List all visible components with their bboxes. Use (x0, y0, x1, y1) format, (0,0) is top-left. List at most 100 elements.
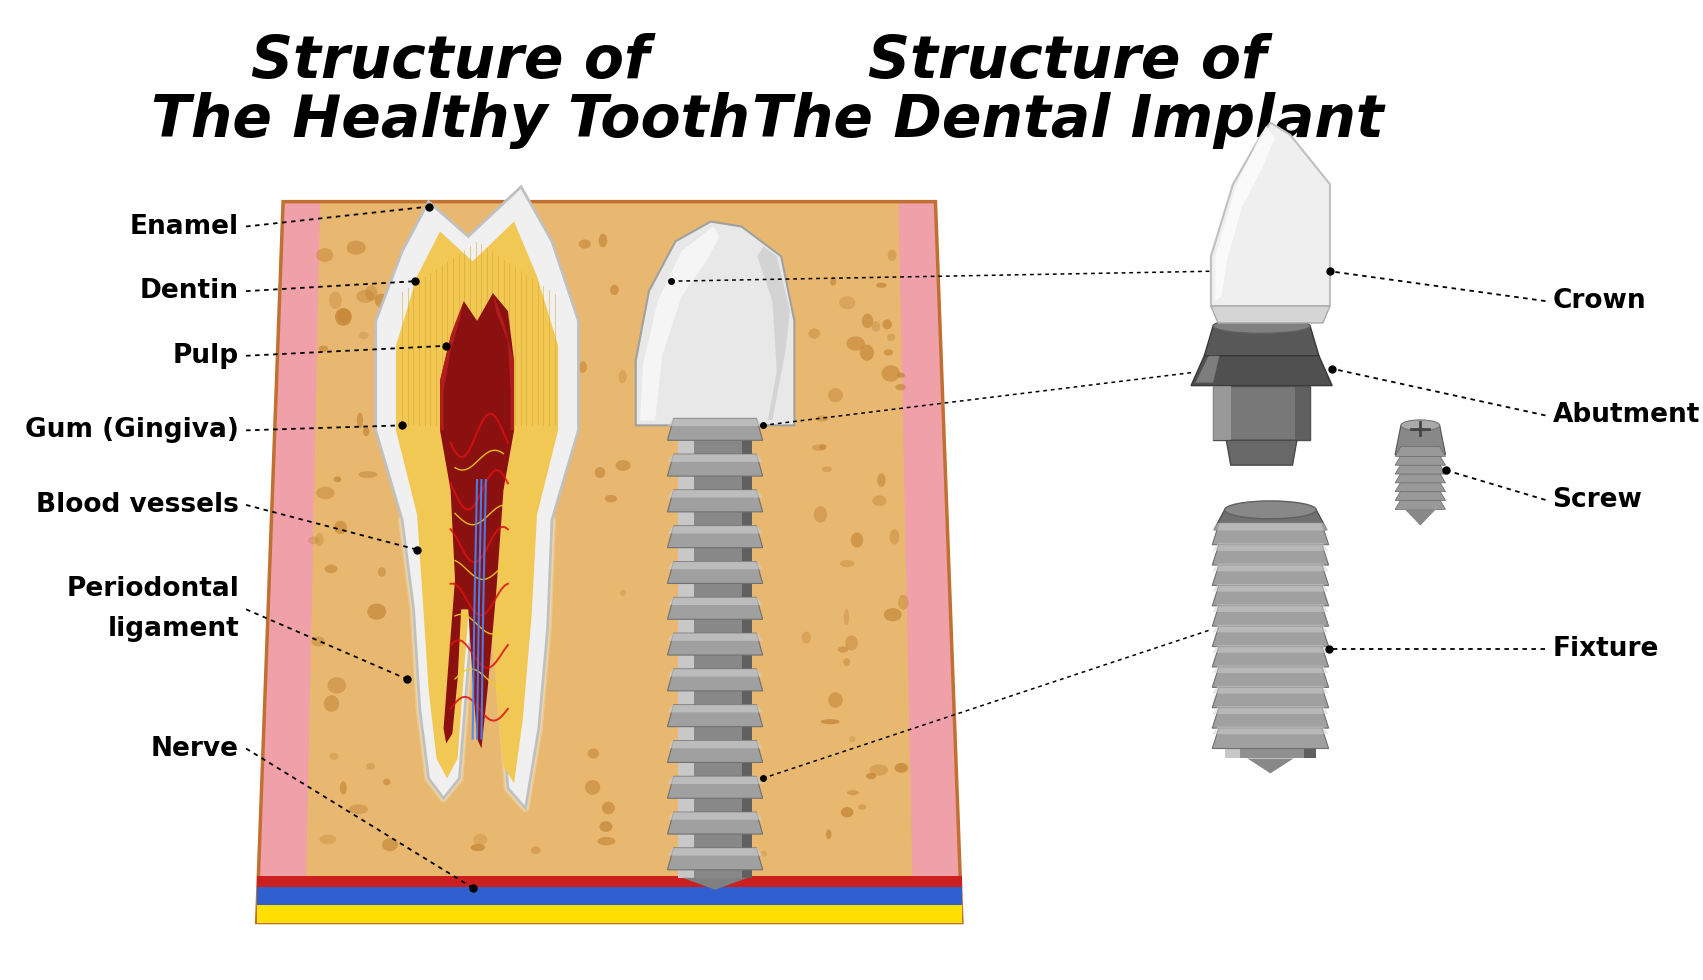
Polygon shape (439, 301, 463, 430)
Polygon shape (678, 430, 693, 878)
Ellipse shape (334, 476, 341, 482)
Polygon shape (668, 418, 763, 426)
Polygon shape (1211, 306, 1330, 323)
Polygon shape (1213, 584, 1328, 606)
Polygon shape (376, 187, 579, 808)
Ellipse shape (579, 239, 591, 249)
Ellipse shape (383, 779, 390, 785)
Polygon shape (1405, 510, 1436, 525)
Ellipse shape (308, 536, 318, 544)
Polygon shape (668, 633, 763, 641)
Polygon shape (1213, 624, 1328, 647)
Ellipse shape (896, 384, 906, 390)
Ellipse shape (802, 632, 811, 644)
Polygon shape (1213, 543, 1328, 551)
Polygon shape (1213, 624, 1328, 632)
Ellipse shape (877, 473, 886, 487)
Polygon shape (257, 905, 962, 922)
Polygon shape (1213, 385, 1310, 440)
Polygon shape (1213, 645, 1328, 653)
Polygon shape (1213, 686, 1328, 694)
Polygon shape (1395, 491, 1446, 501)
Polygon shape (1213, 564, 1328, 585)
Polygon shape (640, 226, 719, 420)
Ellipse shape (875, 282, 887, 288)
Ellipse shape (897, 372, 906, 378)
Polygon shape (1294, 385, 1310, 440)
Ellipse shape (366, 762, 375, 770)
Ellipse shape (894, 763, 908, 773)
Ellipse shape (1224, 501, 1316, 518)
Ellipse shape (852, 532, 863, 548)
Ellipse shape (829, 277, 836, 286)
Polygon shape (741, 430, 753, 878)
Ellipse shape (325, 564, 337, 573)
Ellipse shape (862, 314, 874, 328)
Ellipse shape (812, 445, 826, 451)
Ellipse shape (882, 366, 901, 382)
Text: ligament: ligament (107, 616, 238, 642)
Polygon shape (668, 526, 763, 548)
Ellipse shape (605, 495, 616, 503)
Ellipse shape (867, 773, 875, 779)
Ellipse shape (317, 248, 334, 262)
Polygon shape (668, 705, 763, 726)
Polygon shape (635, 221, 794, 425)
Polygon shape (668, 669, 763, 676)
Polygon shape (668, 848, 763, 870)
Ellipse shape (897, 595, 909, 610)
Ellipse shape (860, 345, 874, 361)
Ellipse shape (358, 471, 378, 478)
Polygon shape (439, 293, 514, 749)
Polygon shape (668, 418, 763, 440)
Ellipse shape (346, 241, 366, 255)
Polygon shape (1395, 425, 1446, 455)
Polygon shape (1213, 584, 1328, 592)
Polygon shape (1213, 665, 1328, 673)
Text: Enamel: Enamel (129, 214, 238, 239)
Ellipse shape (823, 466, 833, 472)
Polygon shape (1213, 726, 1328, 734)
Text: Fixture: Fixture (1553, 636, 1659, 662)
Ellipse shape (1402, 419, 1439, 431)
Polygon shape (1213, 522, 1328, 530)
Ellipse shape (599, 821, 613, 832)
Polygon shape (668, 741, 763, 762)
Ellipse shape (356, 290, 375, 303)
Polygon shape (678, 430, 753, 878)
Polygon shape (1213, 564, 1328, 571)
Polygon shape (668, 454, 763, 462)
Ellipse shape (882, 319, 892, 329)
Text: Pulp: Pulp (174, 343, 238, 368)
Polygon shape (668, 562, 763, 583)
Ellipse shape (816, 416, 828, 421)
Polygon shape (668, 669, 763, 691)
Ellipse shape (814, 507, 828, 522)
Polygon shape (1214, 510, 1327, 530)
Polygon shape (1211, 122, 1330, 306)
Ellipse shape (334, 520, 347, 534)
Polygon shape (1213, 605, 1328, 612)
Polygon shape (257, 202, 320, 922)
Text: Dentin: Dentin (140, 278, 238, 304)
Ellipse shape (364, 285, 378, 301)
Ellipse shape (685, 828, 695, 841)
Ellipse shape (884, 349, 892, 356)
Polygon shape (1213, 522, 1328, 545)
Polygon shape (1304, 530, 1316, 759)
Polygon shape (1190, 356, 1332, 385)
Polygon shape (668, 776, 763, 784)
Ellipse shape (381, 838, 399, 852)
Ellipse shape (840, 560, 855, 567)
Polygon shape (668, 812, 763, 820)
Ellipse shape (531, 847, 540, 854)
Ellipse shape (840, 296, 855, 310)
Ellipse shape (594, 467, 605, 478)
Ellipse shape (349, 805, 368, 814)
Ellipse shape (872, 496, 887, 507)
Polygon shape (1226, 440, 1298, 465)
Text: Crown: Crown (1553, 288, 1647, 314)
Polygon shape (668, 454, 763, 476)
Polygon shape (395, 221, 559, 783)
Polygon shape (1216, 125, 1276, 301)
